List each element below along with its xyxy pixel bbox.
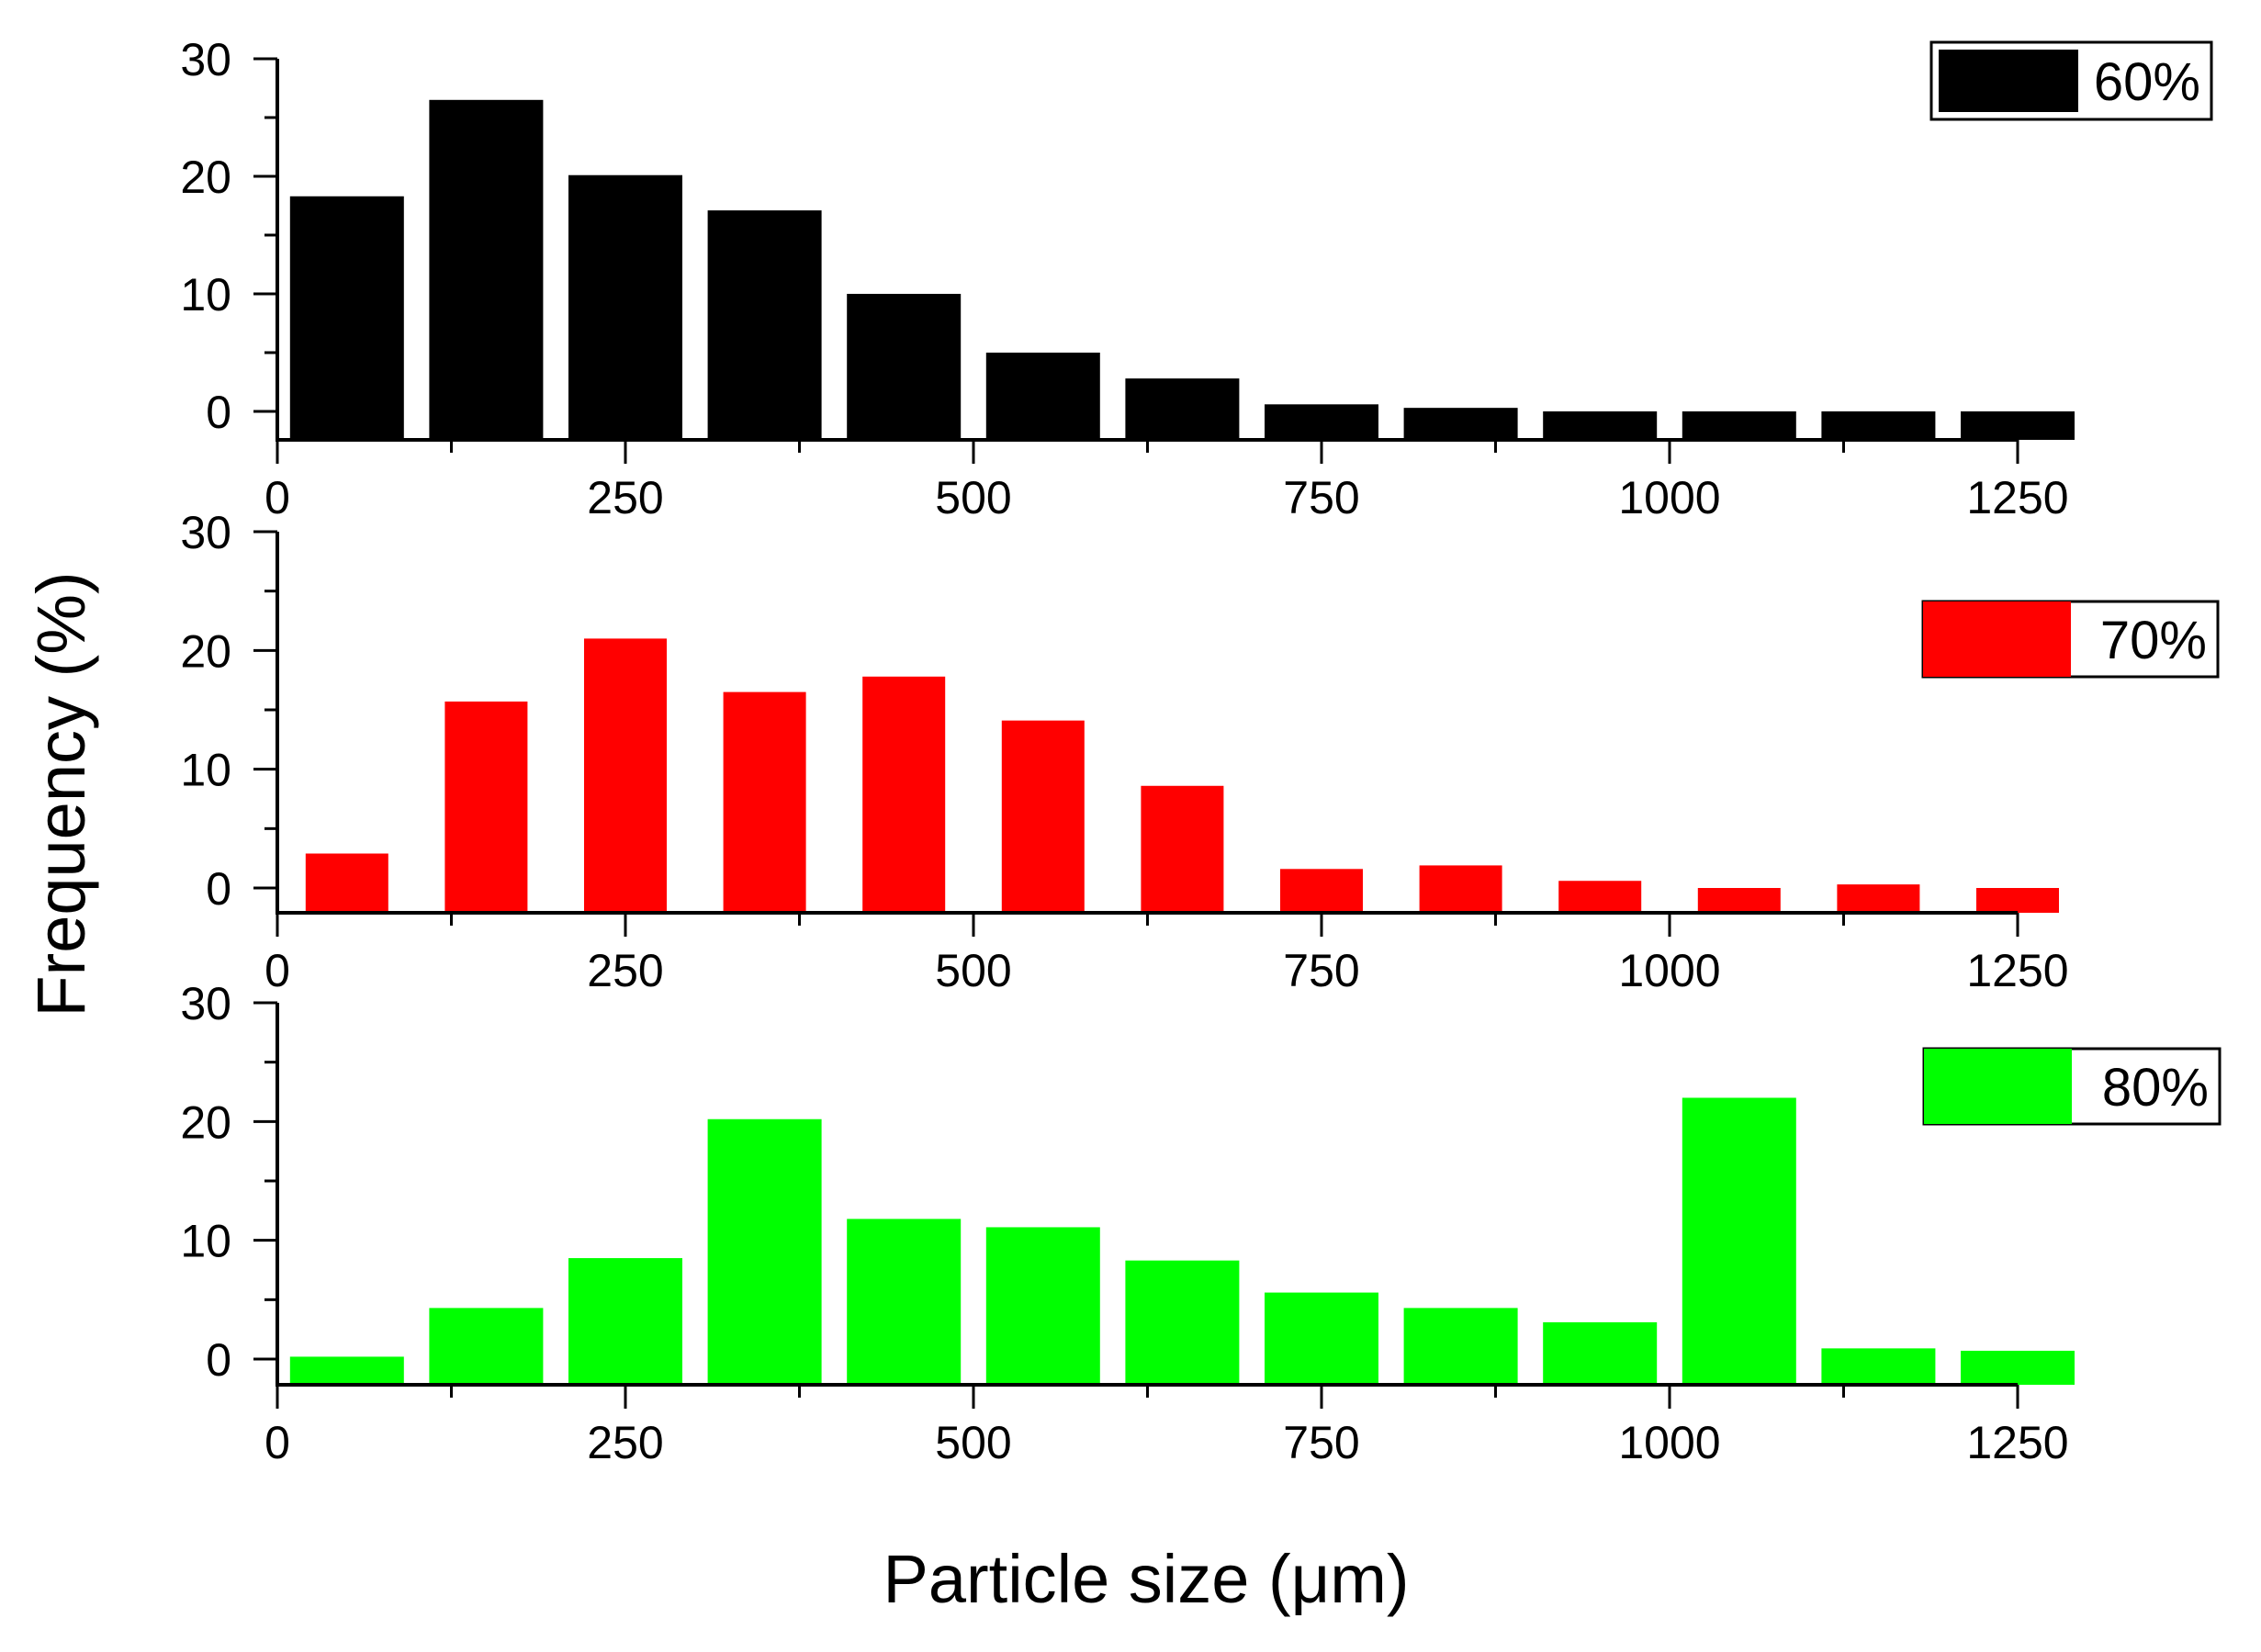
y-tick-label: 10	[180, 269, 231, 320]
x-tick-label: 1000	[1618, 945, 1720, 996]
bar	[444, 701, 528, 913]
bar	[1961, 1350, 2075, 1385]
bar	[305, 853, 388, 913]
bar	[1265, 1292, 1378, 1385]
bar	[1141, 785, 1224, 913]
bar	[1558, 881, 1642, 913]
legend-label: 80%	[2102, 1058, 2209, 1118]
bar	[429, 99, 544, 441]
bar	[985, 353, 1100, 440]
bar	[1419, 865, 1502, 913]
y-tick-label: 0	[206, 863, 231, 915]
x-tick-label: 250	[587, 472, 663, 523]
y-tick-label: 30	[180, 978, 231, 1029]
bar	[1821, 411, 1936, 440]
bar	[985, 1227, 1100, 1385]
x-tick-label: 500	[935, 1417, 1011, 1468]
y-tick-label: 10	[180, 1216, 231, 1267]
y-tick-label: 20	[180, 152, 231, 203]
x-tick-label: 750	[1283, 1417, 1359, 1468]
legend-swatch	[1924, 1049, 2072, 1124]
bar	[707, 1118, 822, 1385]
y-tick-label: 0	[206, 1334, 231, 1386]
chart-panel-2: 0 10 20 30 0 250 500 750 1000 1250 70%	[180, 507, 2220, 996]
y-tick-label: 0	[206, 387, 231, 438]
x-tick-label: 750	[1283, 945, 1359, 996]
bar	[1682, 411, 1796, 440]
x-tick-label: 1250	[1966, 472, 2068, 523]
x-tick-label: 500	[935, 945, 1011, 996]
x-tick-label: 1000	[1618, 1417, 1720, 1468]
bar	[568, 1258, 682, 1385]
bar	[847, 1219, 962, 1385]
x-tick-label: 750	[1283, 472, 1359, 523]
bar	[584, 638, 667, 913]
bar	[1001, 720, 1085, 913]
bar	[862, 676, 946, 913]
bar	[289, 196, 404, 440]
legend: 60%	[1929, 40, 2213, 121]
bar	[429, 1308, 544, 1385]
bar	[1403, 1308, 1518, 1385]
bar	[1280, 869, 1363, 913]
chart-panel-1: 0 10 20 30 0 250 500 750 1000 1250 60%	[180, 34, 2213, 523]
bar	[1125, 1260, 1240, 1385]
bar	[707, 210, 822, 440]
x-tick-label: 1000	[1618, 472, 1720, 523]
x-axis-title: Particle size (μm)	[883, 1541, 1409, 1617]
bar	[1543, 411, 1658, 440]
bar	[723, 691, 806, 913]
bar	[568, 174, 682, 440]
x-tick-label: 250	[587, 1417, 663, 1468]
bar	[1821, 1348, 1936, 1385]
y-tick-label: 30	[180, 507, 231, 558]
bar	[1125, 378, 1240, 440]
bar	[1403, 408, 1518, 440]
y-tick-label: 20	[180, 1096, 231, 1148]
legend-swatch	[1939, 50, 2078, 112]
bar	[1837, 884, 1920, 913]
bar	[1682, 1097, 1796, 1385]
legend: 80%	[1922, 1047, 2222, 1126]
x-tick-label: 0	[264, 1417, 290, 1468]
legend: 70%	[1921, 600, 2220, 679]
y-axis-title: Frequency (%)	[23, 571, 99, 1017]
x-tick-label: 250	[587, 945, 663, 996]
bar	[1265, 404, 1378, 440]
y-tick-label: 20	[180, 625, 231, 677]
y-tick-label: 10	[180, 745, 231, 796]
legend-label: 70%	[2100, 611, 2207, 670]
x-tick-label: 1250	[1966, 1417, 2068, 1468]
bar	[847, 294, 962, 440]
bar	[1961, 411, 2075, 440]
bar	[289, 1356, 404, 1385]
bar	[1543, 1321, 1658, 1385]
chart-panel-3: 0 10 20 30 0 250 500 750 1000 1250 80%	[180, 978, 2222, 1468]
x-tick-label: 1250	[1966, 945, 2068, 996]
legend-label: 60%	[2094, 52, 2200, 112]
legend-swatch	[1923, 601, 2071, 677]
bar	[1697, 888, 1781, 913]
x-tick-label: 0	[264, 472, 290, 523]
y-tick-label: 30	[180, 34, 231, 85]
bar	[1976, 888, 2059, 913]
x-tick-label: 0	[264, 945, 290, 996]
x-tick-label: 500	[935, 472, 1011, 523]
